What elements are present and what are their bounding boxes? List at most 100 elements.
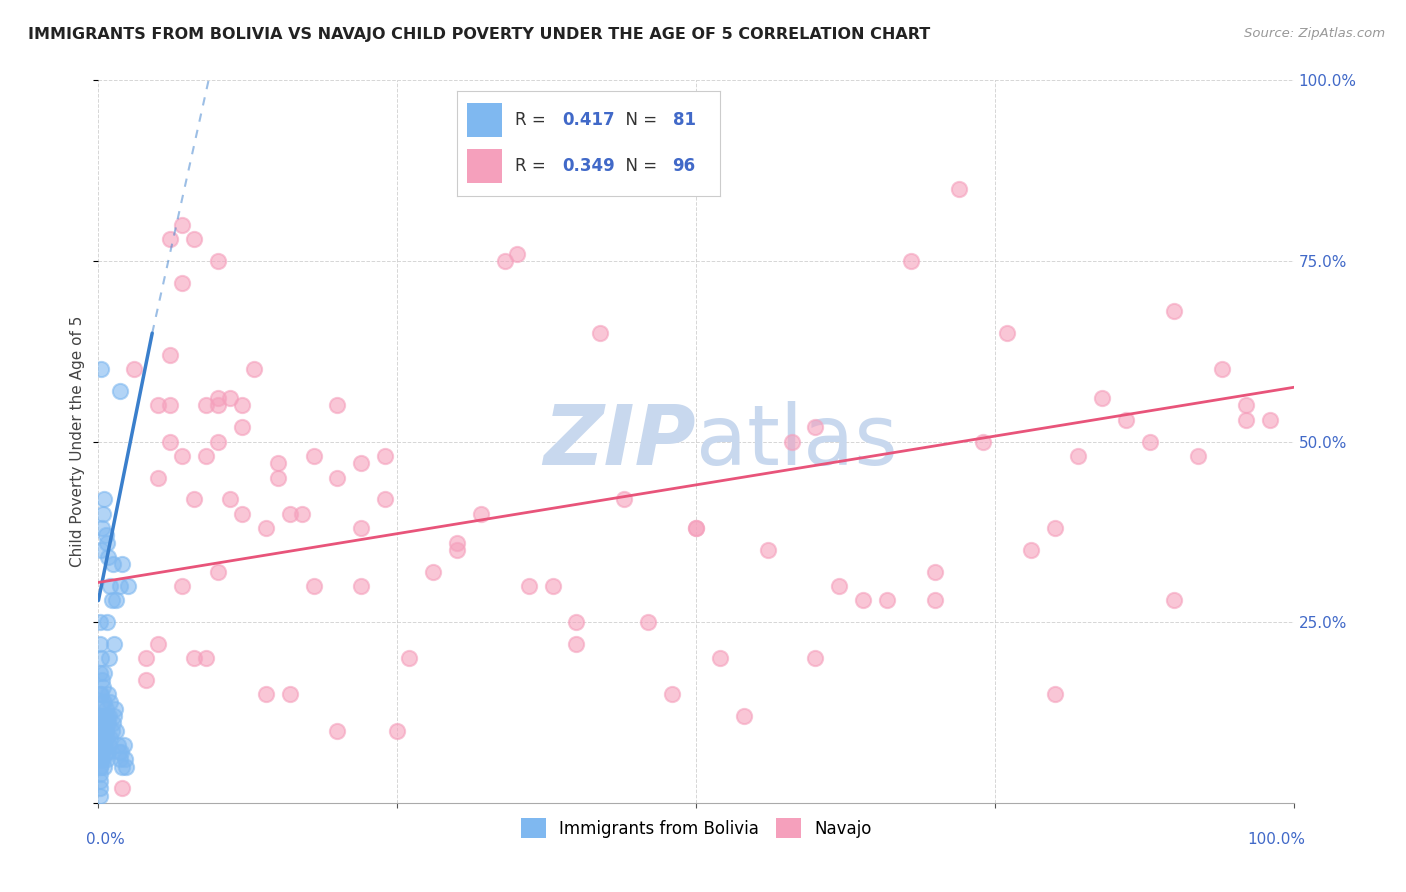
Point <box>1258 413 1281 427</box>
Point <box>326 470 349 484</box>
Point <box>183 232 205 246</box>
Point <box>207 253 229 268</box>
Point <box>91 745 114 759</box>
Point <box>195 449 218 463</box>
Point <box>565 615 588 630</box>
Point <box>148 398 170 412</box>
Point <box>924 593 946 607</box>
Point <box>506 246 529 260</box>
Point <box>385 723 409 738</box>
Point <box>159 398 181 412</box>
Point <box>98 709 121 723</box>
Point <box>1043 521 1066 535</box>
Point <box>93 716 115 731</box>
Point <box>89 637 111 651</box>
Point <box>135 651 157 665</box>
Point <box>1211 362 1233 376</box>
Point <box>398 651 420 665</box>
Point <box>172 276 194 290</box>
Point <box>91 521 114 535</box>
Point <box>108 579 131 593</box>
Point <box>97 745 120 759</box>
Point <box>780 434 803 449</box>
Point <box>254 521 277 535</box>
Point <box>91 716 114 731</box>
Point <box>172 579 194 593</box>
Point <box>350 521 373 535</box>
Point <box>709 651 731 665</box>
Point <box>1139 434 1161 449</box>
Point <box>374 449 396 463</box>
Point <box>350 456 373 470</box>
Y-axis label: Child Poverty Under the Age of 5: Child Poverty Under the Age of 5 <box>70 316 86 567</box>
Point <box>90 752 112 766</box>
Point <box>89 709 111 723</box>
Point <box>91 507 114 521</box>
Point <box>103 637 125 651</box>
Point <box>90 709 112 723</box>
Point <box>1163 593 1185 607</box>
Point <box>267 456 290 470</box>
Point <box>219 391 242 405</box>
Point <box>195 398 218 412</box>
Point <box>115 760 138 774</box>
Point <box>117 579 139 593</box>
Point <box>326 398 349 412</box>
Point <box>302 579 325 593</box>
Point <box>589 326 612 340</box>
Point <box>541 579 564 593</box>
Point <box>231 398 253 412</box>
Point <box>924 565 946 579</box>
Point <box>103 709 125 723</box>
Point <box>219 492 242 507</box>
Point <box>96 535 118 549</box>
Point <box>565 637 588 651</box>
Point <box>661 687 683 701</box>
Point <box>91 731 114 745</box>
Point <box>326 723 349 738</box>
Point <box>96 731 118 745</box>
Point <box>804 651 827 665</box>
Point <box>101 558 124 572</box>
Point <box>93 665 115 680</box>
Point <box>159 232 181 246</box>
Point <box>231 420 253 434</box>
Point <box>90 651 112 665</box>
Point <box>93 738 115 752</box>
Point <box>89 738 111 752</box>
Point <box>89 760 111 774</box>
Point <box>1043 687 1066 701</box>
Point <box>637 615 659 630</box>
Point <box>1187 449 1209 463</box>
Point <box>756 542 779 557</box>
Point <box>107 738 129 752</box>
Point <box>231 507 253 521</box>
Point <box>98 738 121 752</box>
Point <box>94 702 117 716</box>
Legend: Immigrants from Bolivia, Navajo: Immigrants from Bolivia, Navajo <box>515 812 877 845</box>
Point <box>90 362 112 376</box>
Point <box>207 398 229 412</box>
Point <box>1234 398 1257 412</box>
Point <box>517 579 540 593</box>
Point <box>89 723 111 738</box>
Point <box>685 521 707 535</box>
Point <box>254 687 277 701</box>
Point <box>110 745 132 759</box>
Point <box>494 253 516 268</box>
Point <box>94 745 117 759</box>
Point <box>1091 391 1114 405</box>
Point <box>97 550 120 565</box>
Point <box>91 752 114 766</box>
Point <box>995 326 1018 340</box>
Point <box>108 752 131 766</box>
Point <box>302 449 325 463</box>
Point <box>100 593 122 607</box>
Point <box>422 565 444 579</box>
Point <box>852 593 875 607</box>
Point <box>91 731 114 745</box>
Point <box>93 695 115 709</box>
Point <box>89 781 111 796</box>
Point <box>172 218 194 232</box>
Point <box>207 434 229 449</box>
